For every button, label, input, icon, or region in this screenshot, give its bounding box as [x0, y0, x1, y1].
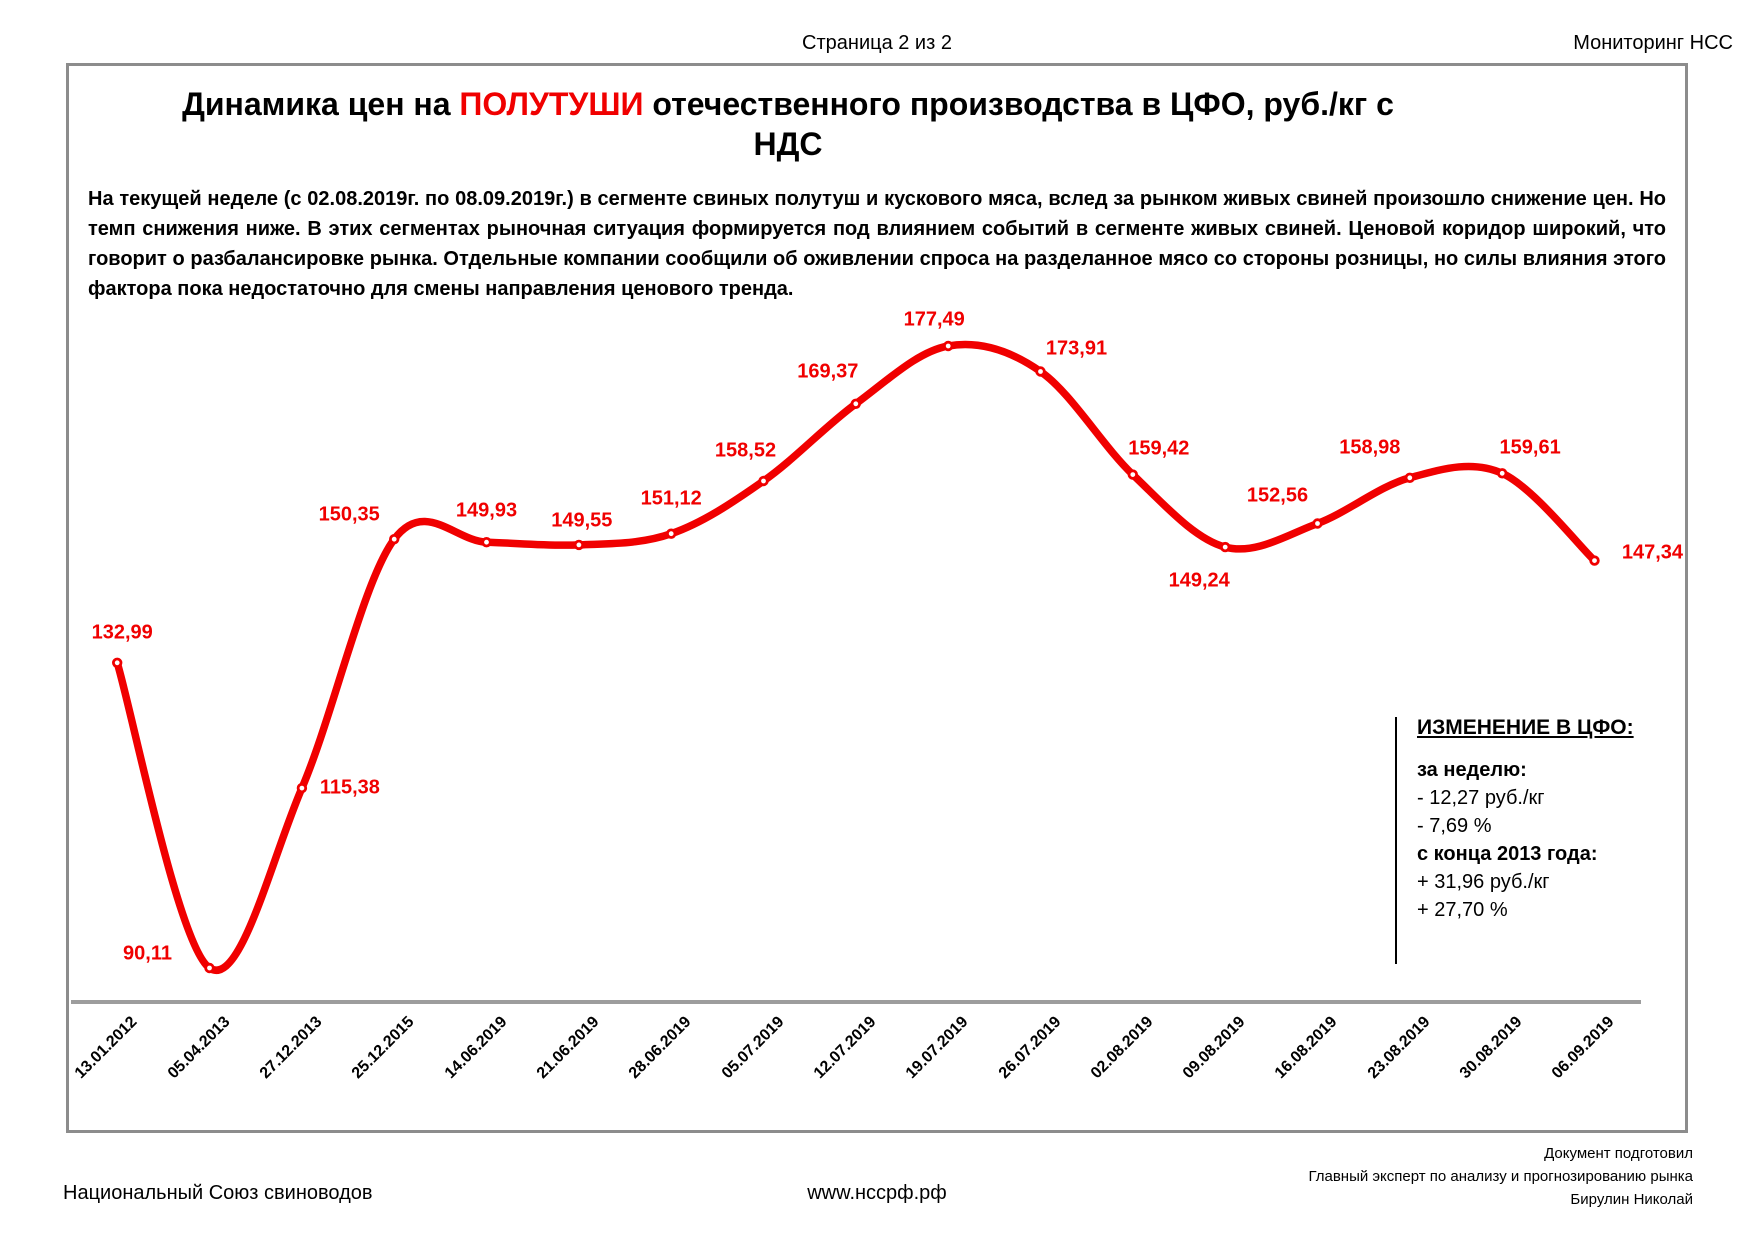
- chart-title-line2: НДС: [753, 126, 823, 162]
- page-number: Страница 2 из 2: [802, 32, 952, 54]
- author-line-3: Бирулин Николай: [1570, 1191, 1693, 1208]
- annotation-divider-line: [1395, 717, 1397, 964]
- data-point-label: 150,35: [318, 503, 380, 526]
- author-block: Документ подготовил Главный эксперт по а…: [1308, 1142, 1693, 1211]
- data-point-label: 152,56: [1246, 484, 1309, 507]
- website-url: www.нссрф.рф: [807, 1182, 947, 1204]
- data-point-label: 169,37: [797, 360, 859, 383]
- data-point-label: 173,91: [1045, 337, 1108, 360]
- chart-title: Динамика цен на ПОЛУТУШИ отечественного …: [88, 84, 1488, 164]
- data-point-label: 177,49: [903, 308, 965, 331]
- data-point-label: 151,12: [640, 487, 702, 510]
- data-point-label: 90,11: [123, 942, 172, 965]
- data-point-label: 159,61: [1499, 436, 1561, 459]
- data-point-label: 159,42: [1128, 437, 1190, 460]
- data-point-label: 158,52: [714, 439, 777, 462]
- author-line-1: Документ подготовил: [1544, 1145, 1693, 1162]
- weekly-summary-text: На текущей неделе (с 02.08.2019г. по 08.…: [88, 188, 1666, 300]
- x-axis-line: [71, 1000, 1641, 1004]
- data-point-label: 149,55: [551, 509, 613, 532]
- annotation-week-pct: - 7,69 %: [1417, 815, 1492, 837]
- chart-title-highlight: ПОЛУТУШИ: [459, 86, 644, 122]
- monitoring-label: Мониторинг НСС: [1573, 32, 1733, 54]
- chart-title-prefix: Динамика цен на: [182, 86, 460, 122]
- annotation-since2013-header: с конца 2013 года:: [1417, 843, 1598, 865]
- data-point-label: 115,38: [319, 776, 380, 799]
- annotation-since2013-rub: + 31,96 руб./кг: [1417, 871, 1550, 893]
- data-point-label: 149,93: [455, 499, 518, 522]
- data-point-label: 149,24: [1168, 569, 1230, 592]
- annotation-title: ИЗМЕНЕНИЕ В ЦФО:: [1417, 716, 1634, 739]
- data-point-label: 158,98: [1339, 436, 1401, 459]
- organization-name: Национальный Союз свиноводов: [63, 1182, 373, 1204]
- annotation-week-rub: - 12,27 руб./кг: [1417, 787, 1545, 809]
- data-point-label: 147,34: [1621, 541, 1684, 564]
- change-annotation-box: ИЗМЕНЕНИЕ В ЦФО: за неделю: - 12,27 руб.…: [1417, 716, 1687, 924]
- data-point-label: 132,99: [91, 621, 153, 644]
- author-line-2: Главный эксперт по анализу и прогнозиров…: [1308, 1168, 1693, 1185]
- annotation-week-header: за неделю:: [1417, 759, 1527, 781]
- annotation-since2013-pct: + 27,70 %: [1417, 899, 1508, 921]
- chart-title-suffix: отечественного производства в ЦФО, руб./…: [643, 86, 1394, 122]
